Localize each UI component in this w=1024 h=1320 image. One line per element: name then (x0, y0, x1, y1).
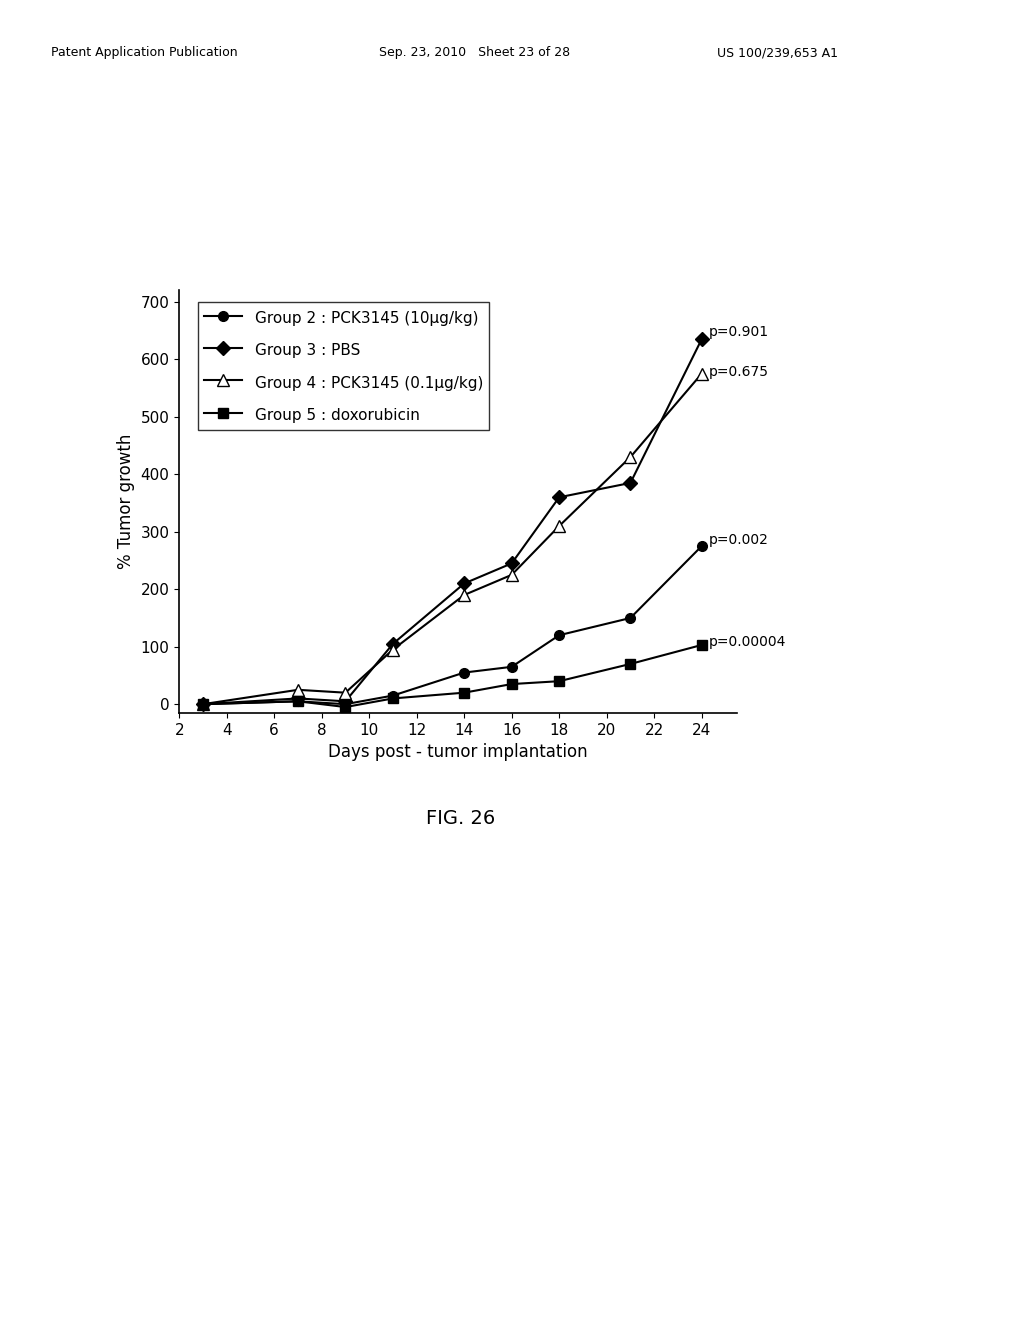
Text: US 100/239,653 A1: US 100/239,653 A1 (717, 46, 838, 59)
Group 2 : PCK3145 (10μg/kg): (14, 55): PCK3145 (10μg/kg): (14, 55) (458, 665, 470, 681)
Group 2 : PCK3145 (10μg/kg): (16, 65): PCK3145 (10μg/kg): (16, 65) (506, 659, 518, 675)
Group 3 : PBS: (9, 5): PBS: (9, 5) (339, 693, 351, 709)
Group 5 : doxorubicin: (18, 40): doxorubicin: (18, 40) (553, 673, 565, 689)
Y-axis label: % Tumor growth: % Tumor growth (117, 434, 135, 569)
Group 5 : doxorubicin: (21, 70): doxorubicin: (21, 70) (625, 656, 637, 672)
Group 5 : doxorubicin: (7, 5): doxorubicin: (7, 5) (292, 693, 304, 709)
Group 3 : PBS: (14, 210): PBS: (14, 210) (458, 576, 470, 591)
Text: p=0.00004: p=0.00004 (709, 635, 786, 649)
Line: Group 3 : PBS: Group 3 : PBS (198, 334, 707, 709)
Group 5 : doxorubicin: (3, 0): doxorubicin: (3, 0) (197, 696, 209, 711)
Text: Patent Application Publication: Patent Application Publication (51, 46, 238, 59)
Text: p=0.002: p=0.002 (709, 533, 769, 548)
Group 3 : PBS: (24, 635): PBS: (24, 635) (695, 331, 708, 347)
Text: FIG. 26: FIG. 26 (426, 809, 496, 828)
Line: Group 4 : PCK3145 (0.1μg/kg): Group 4 : PCK3145 (0.1μg/kg) (198, 368, 708, 710)
Line: Group 5 : doxorubicin: Group 5 : doxorubicin (198, 640, 707, 711)
Group 5 : doxorubicin: (16, 35): doxorubicin: (16, 35) (506, 676, 518, 692)
Text: Sep. 23, 2010   Sheet 23 of 28: Sep. 23, 2010 Sheet 23 of 28 (379, 46, 570, 59)
Group 5 : doxorubicin: (14, 20): doxorubicin: (14, 20) (458, 685, 470, 701)
Group 4 : PCK3145 (0.1μg/kg): (21, 430): PCK3145 (0.1μg/kg): (21, 430) (625, 449, 637, 465)
Group 4 : PCK3145 (0.1μg/kg): (7, 25): PCK3145 (0.1μg/kg): (7, 25) (292, 682, 304, 698)
Group 4 : PCK3145 (0.1μg/kg): (11, 95): PCK3145 (0.1μg/kg): (11, 95) (387, 642, 399, 657)
Group 2 : PCK3145 (10μg/kg): (24, 275): PCK3145 (10μg/kg): (24, 275) (695, 539, 708, 554)
Legend: Group 2 : PCK3145 (10μg/kg), Group 3 : PBS, Group 4 : PCK3145 (0.1μg/kg), Group : Group 2 : PCK3145 (10μg/kg), Group 3 : P… (198, 302, 489, 430)
Group 2 : PCK3145 (10μg/kg): (18, 120): PCK3145 (10μg/kg): (18, 120) (553, 627, 565, 643)
Group 2 : PCK3145 (10μg/kg): (9, 0): PCK3145 (10μg/kg): (9, 0) (339, 696, 351, 711)
Group 3 : PBS: (11, 105): PBS: (11, 105) (387, 636, 399, 652)
Group 4 : PCK3145 (0.1μg/kg): (16, 225): PCK3145 (0.1μg/kg): (16, 225) (506, 568, 518, 583)
Group 5 : doxorubicin: (11, 10): doxorubicin: (11, 10) (387, 690, 399, 706)
Text: p=0.901: p=0.901 (709, 325, 769, 339)
Group 4 : PCK3145 (0.1μg/kg): (9, 20): PCK3145 (0.1μg/kg): (9, 20) (339, 685, 351, 701)
Group 4 : PCK3145 (0.1μg/kg): (24, 575): PCK3145 (0.1μg/kg): (24, 575) (695, 366, 708, 381)
Group 4 : PCK3145 (0.1μg/kg): (18, 310): PCK3145 (0.1μg/kg): (18, 310) (553, 519, 565, 535)
Group 4 : PCK3145 (0.1μg/kg): (3, 0): PCK3145 (0.1μg/kg): (3, 0) (197, 696, 209, 711)
Text: p=0.675: p=0.675 (709, 366, 769, 379)
Group 4 : PCK3145 (0.1μg/kg): (14, 190): PCK3145 (0.1μg/kg): (14, 190) (458, 587, 470, 603)
Group 2 : PCK3145 (10μg/kg): (7, 5): PCK3145 (10μg/kg): (7, 5) (292, 693, 304, 709)
Group 3 : PBS: (7, 10): PBS: (7, 10) (292, 690, 304, 706)
Line: Group 2 : PCK3145 (10μg/kg): Group 2 : PCK3145 (10μg/kg) (198, 541, 707, 709)
Group 2 : PCK3145 (10μg/kg): (3, 0): PCK3145 (10μg/kg): (3, 0) (197, 696, 209, 711)
Group 5 : doxorubicin: (24, 103): doxorubicin: (24, 103) (695, 638, 708, 653)
X-axis label: Days post - tumor implantation: Days post - tumor implantation (329, 743, 588, 762)
Group 5 : doxorubicin: (9, -5): doxorubicin: (9, -5) (339, 700, 351, 715)
Group 3 : PBS: (21, 385): PBS: (21, 385) (625, 475, 637, 491)
Group 3 : PBS: (18, 360): PBS: (18, 360) (553, 490, 565, 506)
Group 3 : PBS: (16, 245): PBS: (16, 245) (506, 556, 518, 572)
Group 3 : PBS: (3, 0): PBS: (3, 0) (197, 696, 209, 711)
Group 2 : PCK3145 (10μg/kg): (21, 150): PCK3145 (10μg/kg): (21, 150) (625, 610, 637, 626)
Group 2 : PCK3145 (10μg/kg): (11, 15): PCK3145 (10μg/kg): (11, 15) (387, 688, 399, 704)
